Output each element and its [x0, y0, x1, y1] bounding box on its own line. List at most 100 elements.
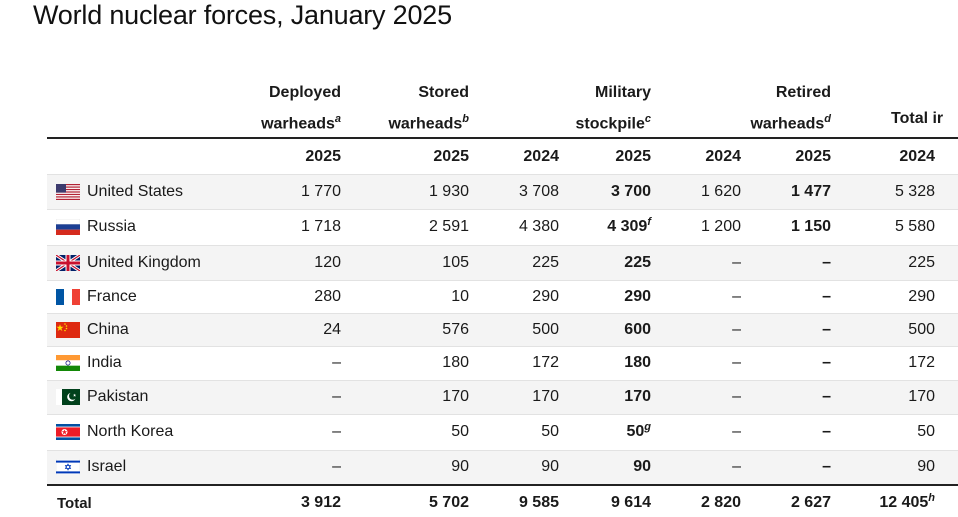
total-military-2024: 9 585	[519, 493, 559, 513]
cell-value: 225	[532, 253, 559, 271]
total-value: 12 405	[879, 494, 929, 511]
year-label: 2024	[705, 148, 741, 165]
year-label: 2025	[795, 148, 831, 165]
cell-value: 1 150	[790, 218, 831, 235]
cell-value: –	[732, 458, 741, 475]
page-title: World nuclear forces, January 2025	[33, 0, 452, 30]
cell-value: –	[822, 253, 831, 271]
total-retired-2025: 2 627	[791, 493, 831, 513]
year-label: 2025	[305, 148, 341, 165]
footnote-marker: h	[928, 492, 935, 504]
cell-stored-2025: 2 591	[429, 217, 469, 237]
total-value: 9 585	[518, 494, 559, 511]
cell-value: –	[732, 423, 741, 440]
cell-value: 180	[624, 354, 651, 371]
cell-value: 180	[442, 354, 469, 371]
cell-military-2024: 500	[532, 320, 559, 340]
cell-total-2024: 50	[917, 422, 935, 442]
country-name: Russia	[87, 218, 136, 235]
china-flag-icon	[56, 321, 80, 338]
col-header-deployed: Deployed warheadsa	[261, 84, 341, 133]
cell-value: 576	[442, 320, 469, 338]
cell-value: 500	[532, 320, 559, 338]
header-rule	[47, 137, 958, 139]
table-row	[47, 245, 958, 280]
year-label: 2025	[433, 148, 469, 165]
cell-retired-2025: –	[822, 422, 831, 442]
total-value: 5 702	[428, 494, 469, 511]
cell-retired-2025: –	[822, 253, 831, 273]
cell-value: 290	[624, 287, 651, 305]
row-divider	[47, 380, 958, 381]
year-label: 2025	[615, 148, 651, 165]
cell-value: 290	[908, 287, 935, 305]
country-name: North Korea	[87, 423, 174, 440]
cell-retired-2024: –	[732, 353, 741, 373]
col-header-total: Total ir	[891, 110, 944, 127]
cell-total-2024: 172	[908, 353, 935, 373]
cell-stored-2025: 1 930	[429, 182, 469, 202]
country-name: China	[87, 320, 129, 338]
cell-retired-2024: –	[732, 457, 741, 477]
pakistan-flag-icon	[56, 389, 80, 405]
year-label: 2024	[523, 148, 559, 165]
cell-value: 170	[908, 388, 935, 405]
cell-stored-2025: 10	[451, 287, 469, 307]
cell-military-2024: 290	[532, 287, 559, 307]
cell-stored-2025: 105	[442, 253, 469, 273]
row-divider	[47, 245, 958, 246]
cell-deployed-2025: –	[332, 387, 341, 407]
cell-value: 1 930	[428, 183, 469, 200]
cell-deployed-2025: 24	[323, 320, 341, 340]
cell-total-2024: 170	[908, 387, 935, 407]
cell-retired-2025: –	[822, 387, 831, 407]
cell-value: 50	[451, 423, 469, 440]
cell-value: –	[822, 320, 831, 338]
cell-value: 50	[541, 423, 559, 440]
cell-value: –	[332, 388, 341, 405]
cell-deployed-2025: –	[332, 457, 341, 477]
cell-retired-2025: –	[822, 287, 831, 307]
cell-value: 3 700	[610, 183, 651, 200]
cell-value: 225	[908, 253, 935, 271]
cell-deployed-2025: –	[332, 353, 341, 373]
cell-military-2025: 170	[624, 387, 651, 407]
cell-retired-2025: –	[822, 320, 831, 340]
cell-value: –	[822, 354, 831, 371]
cell-stored-2025: 50	[451, 422, 469, 442]
cell-military-2024: 4 380	[519, 217, 559, 237]
cell-total-2024: 5 580	[895, 217, 935, 237]
cell-value: 10	[451, 287, 469, 305]
cell-value: –	[822, 423, 831, 440]
cell-value: 1 200	[700, 218, 741, 235]
total-value: 9 614	[610, 494, 651, 511]
cell-retired-2024: 1 200	[701, 217, 741, 237]
cell-retired-2024: –	[732, 320, 741, 340]
uk-flag-icon	[56, 254, 80, 271]
col-header-retired: Retired warheadsd	[750, 84, 831, 133]
cell-value: 90	[917, 458, 935, 475]
cell-value: 1 770	[300, 183, 341, 200]
cell-total-2024: 90	[917, 457, 935, 477]
year-divider	[47, 174, 958, 175]
cell-value: 50	[917, 423, 935, 440]
cell-value: –	[822, 287, 831, 305]
cell-total-2024: 225	[908, 253, 935, 273]
india-flag-icon	[56, 355, 80, 371]
cell-deployed-2025: 1 770	[301, 182, 341, 202]
cell-stored-2025: 170	[442, 387, 469, 407]
total-value: 3 912	[300, 494, 341, 511]
cell-value: 500	[908, 320, 935, 338]
table-row	[47, 380, 958, 414]
france-flag-icon	[56, 288, 80, 305]
total-label: Total	[57, 495, 92, 512]
cell-military-2025: 90	[633, 457, 651, 477]
cell-retired-2024: –	[732, 422, 741, 442]
country-name: France	[87, 287, 137, 305]
cell-value: –	[732, 354, 741, 371]
total-deployed-2025: 3 912	[301, 493, 341, 513]
cell-value: 4 309	[607, 218, 648, 235]
cell-military-2024: 170	[532, 387, 559, 407]
cell-retired-2025: 1 150	[791, 217, 831, 237]
cell-value: 172	[908, 354, 935, 371]
